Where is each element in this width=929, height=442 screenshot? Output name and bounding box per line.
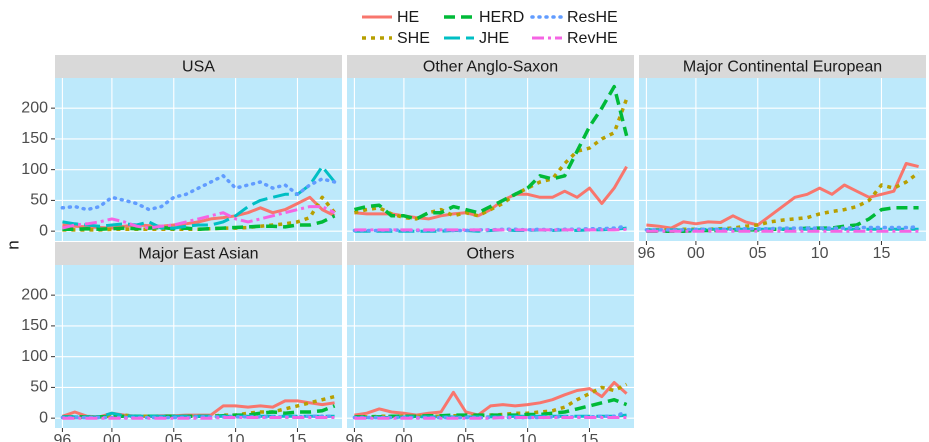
legend-label: HE <box>397 9 419 26</box>
strip <box>347 242 634 265</box>
legend-label: HERD <box>479 9 524 26</box>
y-tick-label: 100 <box>21 348 48 365</box>
y-tick-label: 150 <box>21 317 48 334</box>
line-series <box>62 165 336 230</box>
panel-title: Major Continental European <box>683 59 882 76</box>
line-series <box>62 411 335 419</box>
plot-background <box>55 265 342 428</box>
x-tick-label: 05 <box>165 432 183 442</box>
plot-background <box>347 265 634 428</box>
x-tick-label: 10 <box>227 432 245 442</box>
strip <box>55 55 342 78</box>
line-series <box>353 98 629 221</box>
x-tick-label: 00 <box>687 245 705 262</box>
line-series <box>353 84 629 221</box>
line-series <box>62 214 336 232</box>
x-tick-label: 00 <box>395 432 413 442</box>
panel-title: Other Anglo-Saxon <box>423 59 558 76</box>
x-tick-label: 15 <box>581 432 599 442</box>
panel-title: Others <box>466 246 514 263</box>
line-series <box>354 381 628 417</box>
plot-background <box>55 78 342 241</box>
x-tick-label: 05 <box>749 245 767 262</box>
legend-label: ResHE <box>567 9 618 26</box>
plot-background <box>639 78 926 241</box>
x-tick-label: 00 <box>103 432 121 442</box>
line-series <box>354 413 627 419</box>
legend-label: SHE <box>397 30 430 47</box>
x-tick-label: 10 <box>519 432 537 442</box>
line-series <box>354 397 628 419</box>
x-tick-label: 96 <box>346 432 364 442</box>
y-tick-label: 50 <box>30 192 48 209</box>
legend-label: RevHE <box>567 30 618 47</box>
y-tick-label: 50 <box>30 379 48 396</box>
y-tick-label: 200 <box>21 286 48 303</box>
panel-title: Major East Asian <box>138 246 258 263</box>
strip <box>347 55 634 78</box>
x-tick-label: 96 <box>54 432 72 442</box>
y-tick-label: 150 <box>21 130 48 147</box>
line-series <box>646 162 919 230</box>
strip <box>639 55 926 78</box>
y-tick-label: 0 <box>39 409 48 426</box>
line-series <box>60 174 337 212</box>
x-tick-label: 15 <box>289 432 307 442</box>
x-tick-label: 96 <box>638 245 656 262</box>
x-tick-label: 05 <box>457 432 475 442</box>
x-tick-label: 15 <box>873 245 891 262</box>
panel-title: USA <box>182 59 215 76</box>
line-series <box>354 226 627 233</box>
x-tick-label: 10 <box>811 245 829 262</box>
y-tick-label: 0 <box>39 222 48 239</box>
line-series <box>62 205 336 230</box>
y-axis-label: n <box>3 240 22 249</box>
y-tick-label: 100 <box>21 161 48 178</box>
strip <box>55 242 342 265</box>
line-series <box>646 227 919 232</box>
legend-label: JHE <box>479 30 509 47</box>
y-tick-label: 200 <box>21 99 48 116</box>
